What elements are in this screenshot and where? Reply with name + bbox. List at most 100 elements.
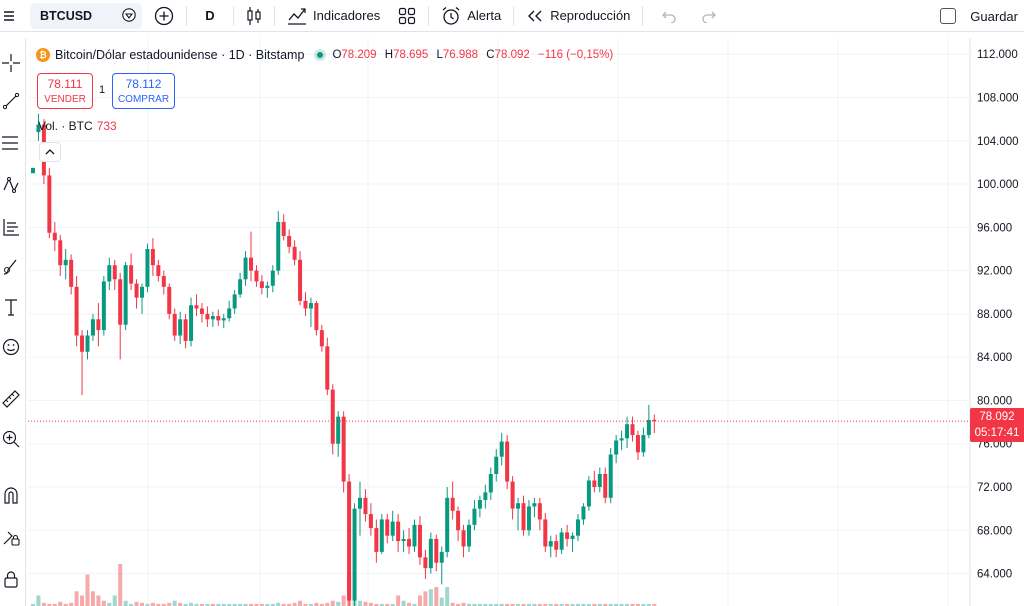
volume-bar (205, 603, 210, 606)
candle-body (205, 313, 210, 320)
price-tick-label: 88.000 (977, 309, 1012, 321)
candle-body (189, 305, 194, 341)
undo-button[interactable] (655, 0, 683, 32)
alarm-clock-icon (442, 6, 460, 25)
trend-line-icon[interactable] (0, 90, 22, 112)
replay-button[interactable]: Reproducción (520, 0, 636, 32)
volume-bar (325, 602, 330, 606)
volume-bar (494, 603, 499, 606)
candle-body (417, 524, 422, 558)
volume-bar (434, 587, 439, 606)
toolbar-divider (186, 5, 187, 26)
candle-body (63, 259, 68, 266)
volume-bar (516, 603, 521, 606)
volume-bar (254, 603, 259, 606)
candle-body (603, 474, 608, 498)
candle-body (407, 538, 412, 547)
candle-body (52, 232, 57, 241)
volume-bar (140, 602, 144, 606)
volume-bar (363, 601, 368, 606)
save-checkbox-icon (940, 8, 957, 24)
plus-circle-icon (154, 6, 174, 25)
candle-body (58, 240, 63, 266)
interval-button[interactable]: D (205, 8, 215, 23)
collapse-legend-button[interactable] (39, 142, 61, 162)
compare-symbol-button[interactable] (148, 0, 180, 32)
volume-bar (47, 603, 52, 606)
redo-button[interactable] (695, 0, 723, 32)
candle-body (630, 424, 635, 436)
volume-bar (603, 603, 608, 606)
price-tick-label: 96.000 (977, 222, 1012, 234)
indicators-button[interactable]: Indicadores (281, 0, 386, 32)
text-tool-icon[interactable] (0, 296, 22, 318)
toolbar-divider (233, 5, 234, 26)
countdown-timer: 05:17:41 (974, 427, 1020, 439)
candle-body (592, 480, 597, 487)
menu-icon[interactable] (0, 0, 20, 32)
order-quantity[interactable]: 1 (99, 84, 106, 96)
candle-body (456, 510, 461, 531)
magnet-icon[interactable] (0, 484, 22, 506)
volume-bar (570, 603, 575, 606)
candle-body (608, 454, 613, 498)
emoji-icon[interactable] (0, 336, 22, 358)
volume-bar (107, 602, 112, 606)
candle-body (461, 530, 466, 547)
symbol-title[interactable]: Bitcoin/Dólar estadounidense · 1D · Bits… (55, 48, 305, 62)
price-chart[interactable]: 112.000 108.000 104.000 100.000 96.000 92.000… (28, 38, 1024, 606)
volume-bar (510, 603, 515, 606)
prediction-icon[interactable] (0, 216, 22, 238)
fib-retracement-icon[interactable] (0, 132, 22, 154)
volume-bar (216, 603, 221, 606)
volume-bar (548, 603, 553, 606)
pattern-icon[interactable] (0, 174, 22, 196)
candle-body (101, 281, 106, 331)
candle-body (216, 316, 221, 321)
volume-bar (461, 602, 466, 606)
symbol-search[interactable]: BTCUSD (30, 2, 142, 29)
volume-bar (194, 603, 199, 606)
candle-body (161, 276, 166, 287)
candle-body (368, 514, 373, 529)
volume-bar (308, 603, 313, 606)
price-tick-label: 92.000 (977, 266, 1012, 278)
brush-icon[interactable] (0, 256, 22, 278)
candle-body (390, 521, 395, 536)
toolbar-divider (428, 5, 430, 26)
candle-body (227, 308, 232, 319)
candle-body (145, 248, 150, 287)
favorite-icon[interactable] (122, 7, 136, 25)
volume-bar (63, 603, 68, 606)
volume-bar (178, 602, 183, 606)
volume-bars (31, 564, 657, 606)
candle-body (36, 124, 41, 133)
candle-body (565, 532, 570, 539)
volume-bar (41, 602, 46, 606)
buy-button[interactable]: 78.112 COMPRAR (112, 73, 175, 109)
chart-type-button[interactable] (240, 0, 268, 32)
candle-body (183, 319, 188, 341)
candle-body (80, 335, 85, 352)
candle-body (319, 330, 324, 347)
ruler-icon[interactable] (0, 388, 22, 410)
ohlc-key: C (486, 49, 495, 61)
candle-body (194, 305, 199, 309)
volume-bar (543, 603, 548, 606)
volume-bar (156, 603, 161, 606)
volume-bar (641, 603, 646, 606)
volume-bar (565, 603, 570, 606)
candle-body (156, 265, 161, 277)
volume-bar (396, 595, 401, 606)
price-tick-label: 80.000 (977, 395, 1012, 407)
lock-icon[interactable] (0, 568, 22, 590)
sell-button[interactable]: 78.111 VENDER (37, 73, 93, 109)
volume-bar (428, 589, 433, 606)
alert-button[interactable]: Alerta (435, 0, 507, 32)
crosshair-icon[interactable] (0, 52, 22, 74)
zoom-in-icon[interactable] (0, 428, 22, 450)
save-button[interactable]: Guardar (940, 0, 1024, 32)
volume-bar (625, 603, 630, 606)
lock-drawing-icon[interactable] (0, 526, 22, 548)
layouts-button[interactable] (392, 0, 422, 32)
